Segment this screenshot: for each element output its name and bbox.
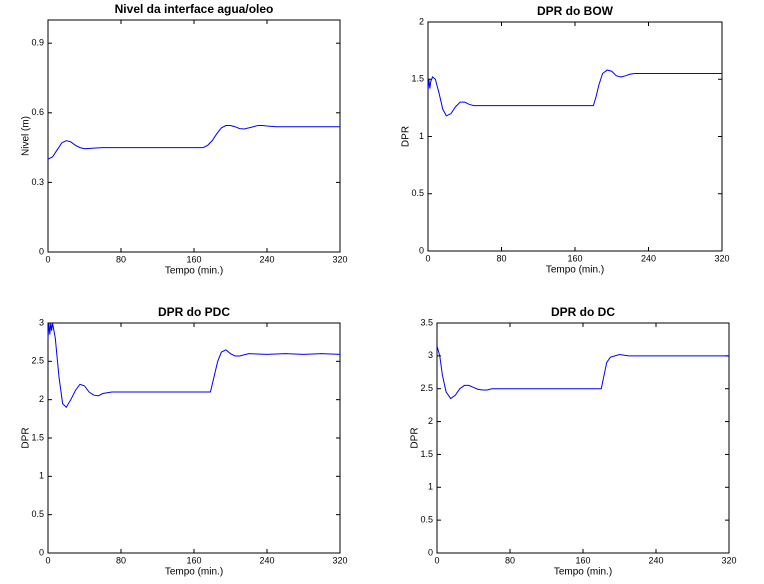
axes-box	[47, 322, 341, 554]
y-tick-label: 0.3	[31, 177, 44, 187]
axes-box	[436, 322, 730, 554]
x-tick-label: 80	[505, 555, 515, 565]
y-tick-label: 2	[39, 394, 44, 404]
x-tick-label: 240	[259, 254, 274, 264]
x-tick-label: 160	[186, 254, 201, 264]
y-tick-label: 1	[428, 482, 433, 492]
x-tick-label: 0	[425, 253, 430, 263]
y-axis-label: Nivel (m)	[21, 116, 32, 156]
x-axis-label: Tempo (min.)	[554, 567, 612, 578]
x-tick-label: 160	[567, 253, 582, 263]
y-tick-label: 1.5	[31, 432, 44, 442]
x-axis-label: Tempo (min.)	[546, 265, 604, 276]
chart-title: Nivel da interface agua/oleo	[115, 2, 274, 16]
axes-box	[47, 19, 341, 253]
chart-title: DPR do DC	[551, 305, 615, 319]
x-tick-label: 240	[259, 555, 274, 565]
data-line	[47, 125, 340, 160]
x-tick-label: 320	[332, 254, 347, 264]
y-tick-label: 2	[419, 16, 424, 26]
y-tick-label: 2.5	[420, 383, 433, 393]
x-tick-label: 80	[496, 253, 506, 263]
y-tick-label: 1	[39, 471, 44, 481]
x-tick-label: 240	[648, 555, 663, 565]
y-tick-label: 0.6	[31, 107, 44, 117]
y-tick-label: 0.9	[31, 38, 44, 48]
x-tick-label: 0	[45, 555, 50, 565]
y-tick-label: 0	[39, 246, 44, 256]
x-tick-label: 240	[641, 253, 656, 263]
chart-title: DPR do PDC	[158, 305, 230, 319]
y-axis-label: DPR	[401, 126, 412, 147]
y-tick-label: 0.5	[411, 188, 424, 198]
y-tick-label: 0.5	[420, 515, 433, 525]
y-axis-label: DPR	[410, 427, 421, 448]
y-tick-label: 3	[428, 350, 433, 360]
axes-box	[427, 21, 723, 252]
y-tick-label: 0.5	[31, 509, 44, 519]
y-tick-label: 1.5	[420, 449, 433, 459]
x-tick-label: 320	[721, 555, 736, 565]
data-line	[427, 69, 722, 117]
y-axis-label: DPR	[21, 427, 32, 448]
y-tick-label: 2	[428, 416, 433, 426]
x-axis-label: Tempo (min.)	[165, 567, 223, 578]
x-tick-label: 0	[45, 254, 50, 264]
y-tick-label: 1	[419, 131, 424, 141]
x-tick-label: 80	[116, 555, 126, 565]
x-tick-label: 80	[116, 254, 126, 264]
x-axis-label: Tempo (min.)	[165, 266, 223, 277]
chart-title: DPR do BOW	[537, 4, 614, 18]
y-tick-label: 0	[428, 547, 433, 557]
y-tick-label: 0	[39, 547, 44, 557]
x-tick-label: 160	[575, 555, 590, 565]
x-tick-label: 160	[186, 555, 201, 565]
x-tick-label: 0	[434, 555, 439, 565]
y-tick-label: 2.5	[31, 356, 44, 366]
x-tick-label: 320	[332, 555, 347, 565]
data-line	[436, 345, 729, 400]
y-tick-label: 3.5	[420, 317, 433, 327]
data-line	[47, 322, 341, 409]
y-tick-label: 1.5	[411, 74, 424, 84]
y-tick-label: 0	[419, 245, 424, 255]
x-tick-label: 320	[714, 253, 729, 263]
y-tick-label: 3	[39, 317, 44, 327]
